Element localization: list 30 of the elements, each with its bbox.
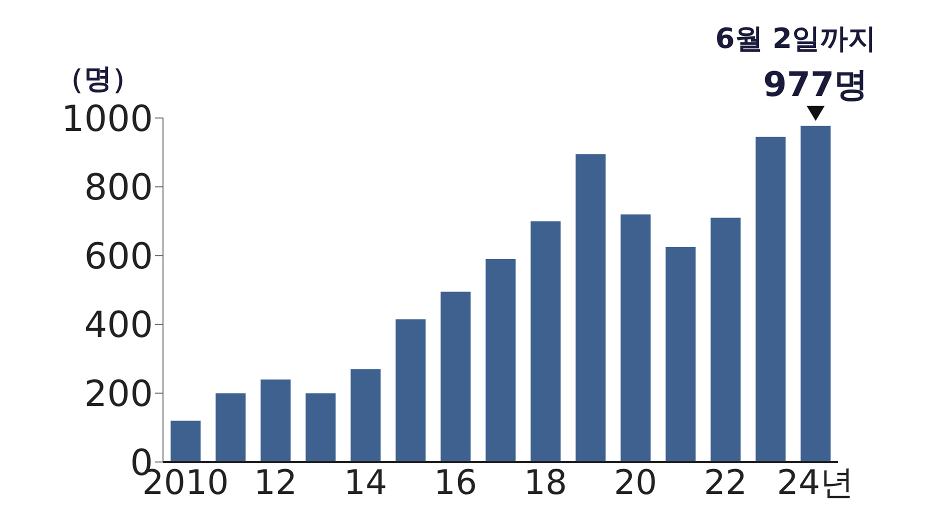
- bar: [530, 221, 561, 462]
- bar: [440, 292, 471, 462]
- bar: [396, 319, 426, 462]
- x-tick-label: 18: [524, 463, 568, 504]
- bar: [620, 214, 651, 462]
- y-tick-label: 200: [84, 374, 153, 415]
- x-tick-label: 16: [434, 463, 478, 504]
- bar: [576, 154, 606, 462]
- y-tick-label: 1000: [61, 98, 153, 140]
- bar: [800, 126, 831, 462]
- bar: [756, 136, 786, 462]
- text: 6월 2일까지: [715, 22, 876, 55]
- y-tick-label: 400: [84, 305, 153, 346]
- bar: [486, 259, 516, 462]
- x-tick-label: 22: [704, 463, 748, 504]
- bar: [350, 369, 381, 462]
- x-tick-label: 14: [344, 463, 388, 504]
- bar: [306, 393, 336, 462]
- bar: [170, 420, 201, 462]
- y-axis-title: （명）: [56, 61, 140, 97]
- bar: [710, 218, 741, 462]
- x-tick-label: 24년: [776, 463, 854, 504]
- bar: [666, 247, 696, 462]
- x-tick-label: 20: [614, 463, 658, 504]
- bar: [260, 379, 291, 462]
- bar: [216, 393, 246, 462]
- x-tick-label: 12: [254, 463, 298, 504]
- annotation: 977명: [763, 64, 868, 105]
- y-tick-label: 600: [84, 236, 153, 278]
- y-tick-label: 800: [84, 168, 153, 209]
